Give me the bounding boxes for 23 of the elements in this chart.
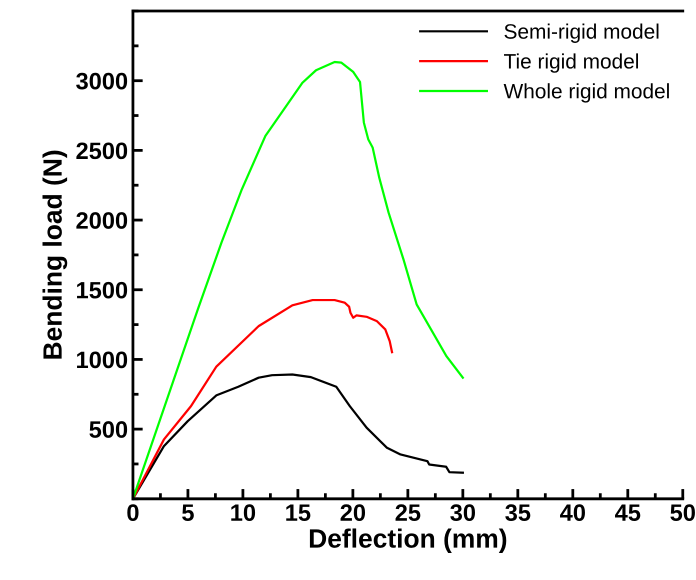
x-tick-label: 0 [127,504,139,522]
x-tick-label: 50 [670,504,695,522]
y-tick-label: 1500 [77,282,128,299]
legend-label: Tie rigid model [504,53,638,73]
x-tick-label: 5 [182,504,194,522]
x-tick-label: 45 [615,504,640,522]
x-tick-label: 10 [231,504,256,522]
x-tick-label: 35 [505,504,530,522]
x-axis-title: Deflection (mm) [310,528,506,554]
x-tick-label: 15 [286,504,310,522]
y-tick-label: 1000 [77,352,128,368]
x-tick-label: 30 [450,504,476,522]
y-tick-label: 500 [89,421,128,438]
x-tick-label: 20 [340,504,366,522]
y-tick-label: 2500 [76,142,128,160]
x-tick-label: 25 [396,504,420,522]
y-axis-title: Bending load (N) [42,150,68,359]
legend-label: Whole rigid model [504,83,669,103]
y-tick-label: 3000 [76,72,128,90]
legend-label: Semi-rigid model [504,24,658,43]
line-series [132,298,394,499]
x-tick-label: 40 [560,504,585,522]
y-tick-label: 2000 [76,212,128,229]
